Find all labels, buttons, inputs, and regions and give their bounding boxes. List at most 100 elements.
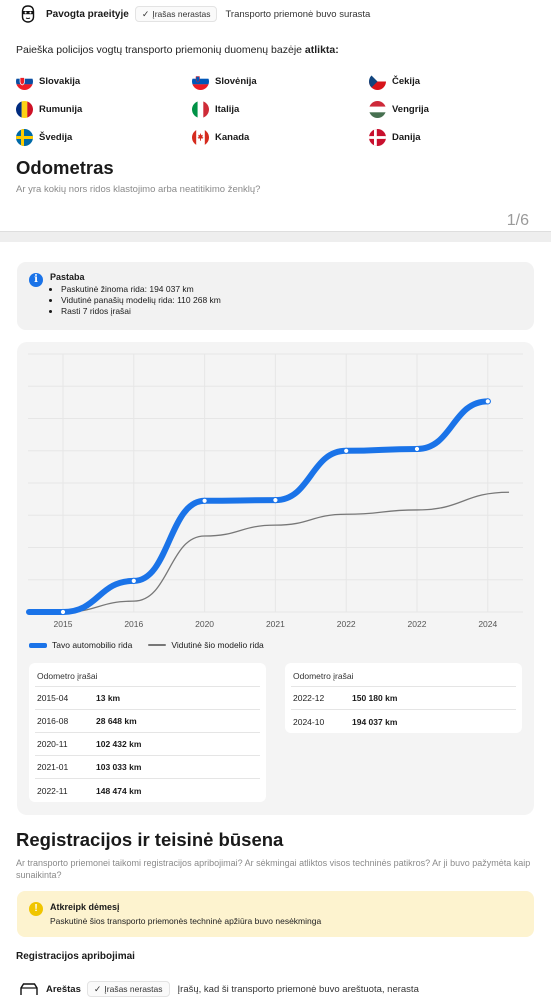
country-name: Slovakija (39, 76, 81, 87)
warning-text: Paskutinė šios transporto priemonės tech… (50, 916, 322, 926)
x-tick-label: 2016 (124, 619, 143, 629)
country-italy: Italija (192, 101, 239, 118)
table-row: 2021-01 103 033 km (35, 756, 260, 779)
db-search-label: Paieška policijos vogtų transporto priem… (16, 44, 305, 56)
row-km: 148 474 km (96, 785, 142, 796)
car-mileage-point (343, 447, 350, 454)
countries-grid: Slovakija Slovėnija Čekija Rumunija Ital… (16, 73, 536, 148)
odometer-table-title: Odometro įrašai (35, 663, 260, 687)
legend-swatch-average (148, 644, 167, 646)
table-row: 2022-12 150 180 km (291, 687, 516, 710)
db-search-text: Paieška policijos vogtų transporto priem… (16, 44, 339, 56)
warning-icon: ! (29, 902, 43, 916)
table-row: 2020-11 102 432 km (35, 733, 260, 756)
country-name: Švedija (39, 132, 73, 143)
car-icon (20, 983, 38, 995)
italy-flag-icon (192, 101, 209, 118)
country-slovenia: Slovėnija (192, 73, 257, 90)
odometer-subtitle: Ar yra kokių nors ridos klastojimo arba … (16, 184, 261, 195)
x-tick-label: 2024 (478, 619, 497, 629)
canada-flag-icon (192, 129, 209, 146)
x-tick-label: 2015 (54, 619, 73, 629)
chart-legend: Tavo automobilio rida Vidutinė šio model… (29, 640, 264, 650)
czechia-flag-icon (369, 73, 386, 90)
romania-flag-icon (16, 101, 33, 118)
stolen-badge-label: Įrašas nerastas (152, 9, 211, 19)
car-mileage-point (272, 497, 279, 504)
row-km: 194 037 km (352, 716, 398, 727)
note-box: i Pastaba Paskutinė žinoma rida: 194 037… (17, 262, 534, 330)
car-mileage-point (201, 497, 208, 504)
odometer-table-left: Odometro įrašai 2015-04 13 km 2016-08 28 6… (29, 663, 266, 802)
country-denmark: Danija (369, 129, 421, 146)
average-mileage-line (62, 491, 510, 613)
odometer-table-right: Odometro įrašai 2022-12 150 180 km 2024-1… (285, 663, 522, 733)
arrest-badge-label: Įrašas nerastas (104, 984, 163, 994)
arrest-row: Areštas ✓ Įrašas nerastas Įrašų, kad ši … (20, 980, 419, 998)
info-icon: i (29, 273, 43, 287)
row-km: 102 432 km (96, 739, 142, 749)
note-item: Paskutinė žinoma rida: 194 037 km (61, 284, 221, 295)
country-slovakia: Slovakija (16, 73, 80, 90)
stolen-row: Pavogta praeityje ✓ Įrašas nerastas Tran… (20, 4, 370, 24)
legend-swatch-car (29, 642, 47, 648)
x-tick-label: 2021 (266, 619, 285, 629)
country-name: Slovėnija (215, 76, 257, 87)
db-search-status: atlikta: (304, 44, 339, 56)
note-title: Pastaba (50, 272, 85, 282)
stolen-title: Pavogta praeityje (46, 8, 129, 20)
row-date: 2021-01 (37, 762, 69, 772)
x-tick-label: 2022 (337, 619, 356, 629)
stolen-badge: ✓ Įrašas nerastas (134, 6, 218, 22)
pager: 1/6 (506, 212, 529, 229)
row-km: 103 033 km (96, 762, 142, 772)
slovakia-flag-icon (16, 73, 33, 90)
warning-title: Atkreipk dėmesį (50, 902, 120, 912)
mileage-chart-card: 2015 2016 2020 2021 2022 2022 2024 Tavo automo… (17, 342, 534, 815)
note-list: Paskutinė žinoma rida: 194 037 km Viduti… (50, 284, 221, 317)
row-date: 2015-04 (37, 693, 69, 703)
x-tick-label: 2022 (408, 619, 427, 629)
country-name: Vengrija (392, 104, 429, 115)
car-mileage-point (59, 608, 67, 616)
country-czechia: Čekija (369, 73, 420, 90)
arrest-badge: ✓ Įrašas nerastas (86, 981, 170, 997)
table-row: 2016-08 28 648 km (35, 710, 260, 733)
row-km: 28 648 km (96, 716, 137, 726)
registration-title: Registracijos ir teisinė būsena (16, 829, 284, 850)
note-item: Vidutinė panašių modelių rida: 110 268 k… (61, 295, 221, 306)
country-canada: Kanada (192, 129, 249, 146)
table-row: 2024-10 194 037 km (291, 710, 516, 733)
odometer-table-title: Odometro įrašai (291, 663, 516, 687)
country-name: Danija (392, 132, 421, 143)
stolen-description: Transporto priemonė buvo surasta (225, 8, 371, 20)
country-name: Čekija (392, 76, 420, 87)
row-date: 2022-12 (293, 693, 325, 703)
mileage-chart: 2015 2016 2020 2021 2022 2022 2024 (26, 353, 523, 629)
country-romania: Rumunija (16, 101, 82, 118)
country-sweden: Švedija (16, 129, 72, 146)
row-km: 150 180 km (352, 693, 398, 703)
row-date: 2016-08 (37, 716, 69, 726)
row-date: 2022-11 (37, 785, 68, 796)
registration-subtitle: Ar transporto priemonei taikomi registra… (16, 858, 531, 880)
legend-label-car: Tavo automobilio rida (52, 640, 133, 650)
arrest-description: Įrašų, kad ši transporto priemonė buvo a… (177, 983, 419, 995)
check-icon: ✓ (141, 8, 150, 19)
thief-icon (21, 5, 35, 23)
denmark-flag-icon (369, 129, 386, 146)
country-name: Italija (215, 104, 240, 115)
country-hungary: Vengrija (369, 101, 429, 118)
row-date: 2024-10 (293, 716, 325, 727)
car-mileage-point (130, 577, 137, 584)
car-mileage-point (484, 398, 491, 405)
car-mileage-point (413, 445, 421, 453)
registration-limits-title: Registracijos apribojimai (16, 951, 135, 962)
x-tick-label: 2020 (195, 619, 214, 629)
country-name: Rumunija (39, 104, 83, 115)
odometer-title: Odometras (16, 157, 114, 178)
row-date: 2020-11 (37, 739, 68, 749)
arrest-title: Areštas (46, 983, 81, 995)
car-mileage-line (26, 398, 491, 615)
note-item: Rasti 7 ridos įrašai (61, 306, 221, 317)
